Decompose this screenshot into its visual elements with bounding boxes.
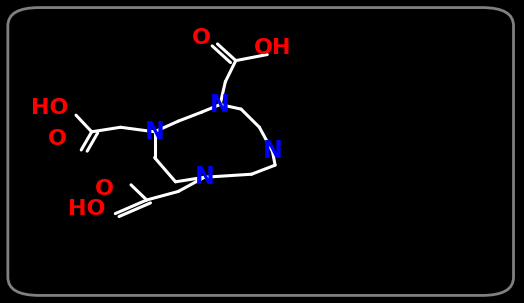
FancyBboxPatch shape (8, 8, 514, 295)
Text: HO: HO (68, 199, 105, 219)
Text: N: N (145, 120, 165, 144)
Text: N: N (210, 92, 230, 117)
Text: O: O (48, 129, 67, 149)
Text: O: O (192, 28, 211, 48)
Text: N: N (263, 139, 282, 164)
Text: OH: OH (254, 38, 291, 58)
Text: HO: HO (31, 98, 69, 118)
Text: N: N (194, 165, 214, 189)
Text: O: O (95, 179, 114, 199)
